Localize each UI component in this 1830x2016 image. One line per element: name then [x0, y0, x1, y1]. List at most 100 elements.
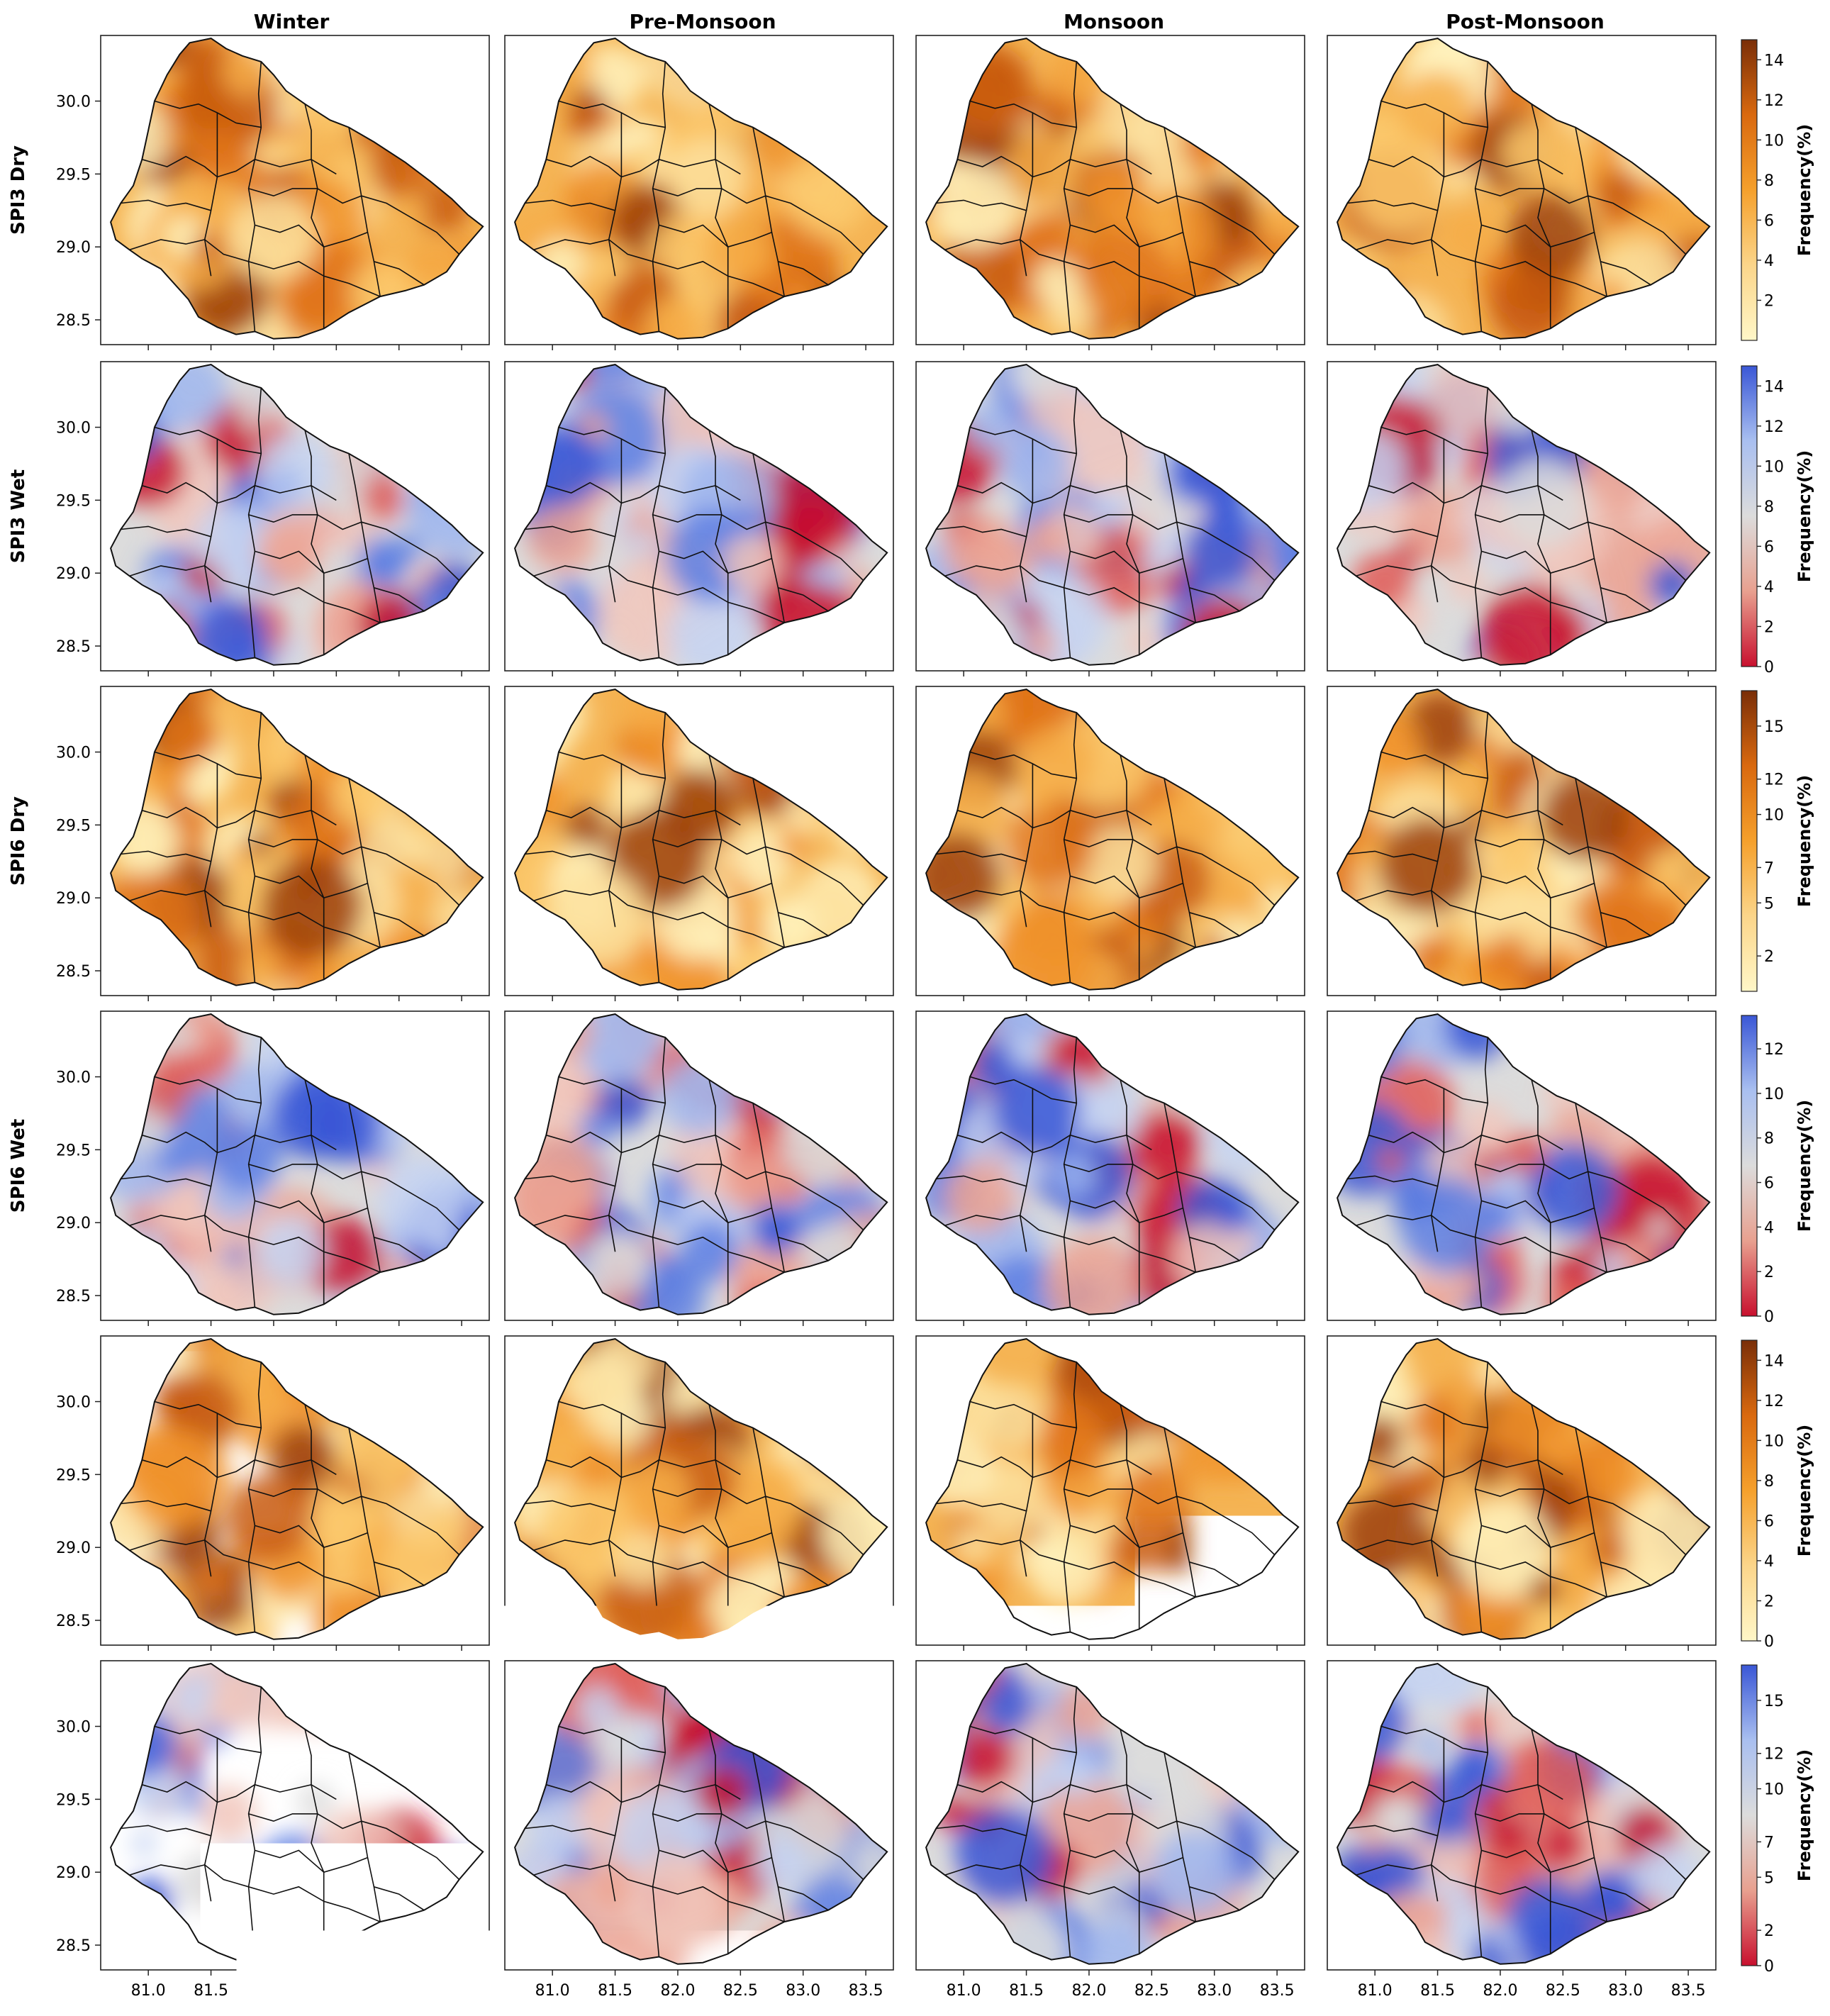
- colorbar-tick-label: 6: [1764, 538, 1774, 556]
- field-blob: [1380, 817, 1478, 915]
- colorbar-tick-label: 2: [1764, 292, 1774, 310]
- map-panel: [1318, 977, 1742, 1354]
- column-title: Winter: [254, 10, 330, 33]
- field-blob: [403, 196, 428, 222]
- colorbar-label: Frequency(%): [1795, 775, 1814, 907]
- x-tick-label: 82.0: [660, 1982, 695, 2000]
- x-tick-label: 83.0: [381, 1982, 416, 2000]
- colorbar-tick-label: 8: [1764, 1130, 1774, 1148]
- field-blob: [1497, 458, 1588, 549]
- y-tick-label: 28.5: [56, 1613, 91, 1630]
- field-blob: [212, 1124, 282, 1194]
- x-tick-label: 82.0: [1071, 1982, 1106, 2000]
- field-blob: [1052, 1152, 1097, 1197]
- map-panel: [898, 985, 1312, 1359]
- colorbar-tick-label: 6: [1764, 1175, 1774, 1193]
- colorbar: [1741, 691, 1757, 991]
- map-panel: [1327, 1313, 1741, 1678]
- field-blob: [256, 1216, 326, 1286]
- field-blob: [1026, 518, 1069, 561]
- field-blob: [1210, 1512, 1249, 1551]
- field-blob: [623, 145, 656, 177]
- map-panel: 30.029.529.028.5: [56, 1320, 506, 1670]
- y-tick-label: 28.5: [56, 1288, 91, 1305]
- colorbar-tick-label: 8: [1764, 499, 1774, 516]
- y-tick-label: 29.0: [56, 890, 91, 908]
- map-panel: 30.029.529.028.5: [56, 658, 520, 1032]
- field-blob: [1373, 1798, 1413, 1839]
- field-blob: [577, 1688, 620, 1730]
- colorbar-label: Frequency(%): [1795, 1425, 1814, 1556]
- map-panel: 81.0 81.5 82.0 82.5 83.0 83.5: [1326, 1629, 1716, 2003]
- field-blob: [970, 533, 1032, 595]
- field-blob: [194, 1561, 230, 1597]
- field-blob: [627, 530, 655, 558]
- colorbar-tick-label: 4: [1764, 252, 1774, 270]
- colorbar-tick-label: 0: [1764, 1633, 1774, 1651]
- y-tick-label: 29.5: [56, 166, 91, 184]
- map-panel: [504, 0, 894, 377]
- y-tick-label: 30.0: [56, 745, 91, 762]
- column-title: Monsoon: [1064, 10, 1164, 33]
- colorbar-label: Frequency(%): [1795, 1100, 1814, 1232]
- colorbar: [1741, 1015, 1757, 1316]
- column-title: Pre-Monsoon: [629, 10, 776, 33]
- field-blob: [1468, 1451, 1505, 1488]
- field-blob: [1461, 1709, 1492, 1740]
- colorbar-tick-label: 2: [1764, 1264, 1774, 1281]
- field-blob: [1415, 1729, 1447, 1761]
- y-tick-label: 30.0: [56, 94, 91, 111]
- field-blob: [1408, 1396, 1462, 1449]
- colorbar-tick-label: 2: [1764, 1593, 1774, 1610]
- y-tick-label: 30.0: [56, 1394, 91, 1412]
- x-tick-label: 82.5: [319, 1982, 354, 2000]
- colorbar-tick-label: 6: [1764, 1513, 1774, 1530]
- colorbar-tick-label: 12: [1764, 1393, 1784, 1410]
- row-label: SPI12 Wet: [8, 1762, 29, 1869]
- field-blob: [1436, 437, 1466, 467]
- field-blob: [754, 1838, 808, 1891]
- colorbar-tick-label: 14: [1764, 378, 1784, 396]
- x-tick-label: 81.0: [1358, 1982, 1393, 2000]
- colorbar-tick-label: 10: [1764, 132, 1784, 150]
- colorbar-tick-label: 4: [1764, 1553, 1774, 1571]
- x-tick-label: 82.5: [1546, 1982, 1580, 2000]
- colorbar-tick-label: 15: [1764, 718, 1784, 736]
- x-tick-label: 81.0: [947, 1982, 981, 2000]
- field-blob: [240, 947, 282, 989]
- y-tick-label: 29.0: [56, 1215, 91, 1232]
- y-tick-label: 28.5: [56, 638, 91, 656]
- x-tick-label: 83.0: [786, 1982, 820, 2000]
- colorbar-tick-label: 12: [1764, 1746, 1784, 1764]
- colorbar-tick-label: 8: [1764, 1473, 1774, 1491]
- colorbar-tick-label: 2: [1764, 1922, 1774, 1940]
- field-blob: [1035, 1404, 1106, 1475]
- colorbar-tick-label: 6: [1764, 212, 1774, 230]
- map-panel: [1324, 333, 1726, 691]
- column-title: Post-Monsoon: [1446, 10, 1605, 33]
- field-blob: [659, 768, 737, 846]
- field-blob: [575, 814, 610, 849]
- colorbar-label: Frequency(%): [1795, 450, 1814, 582]
- field-blob: [1448, 565, 1485, 603]
- field-blob: [737, 917, 766, 947]
- field-blob: [1061, 1766, 1093, 1797]
- y-tick-label: 30.0: [56, 1069, 91, 1087]
- x-tick-label: 83.0: [1197, 1982, 1232, 2000]
- y-tick-label: 28.5: [56, 963, 91, 981]
- field-blob: [193, 504, 267, 578]
- y-tick-label: 28.5: [56, 312, 91, 330]
- row-label: SPI3 Wet: [8, 469, 29, 563]
- y-tick-label: 29.0: [56, 239, 91, 257]
- x-tick-label: 81.0: [535, 1982, 570, 2000]
- y-tick-label: 29.5: [56, 1466, 91, 1484]
- y-tick-label: 30.0: [56, 1719, 91, 1737]
- field-blob: [1010, 1035, 1042, 1067]
- field-blob: [626, 1853, 725, 1951]
- field-blob: [586, 243, 629, 286]
- field-blob: [579, 1110, 615, 1147]
- y-tick-label: 29.0: [56, 1864, 91, 1882]
- colorbar-tick-label: 10: [1764, 1432, 1784, 1450]
- field-blob: [1017, 776, 1054, 813]
- colorbar-tick-label: 15: [1764, 1693, 1784, 1710]
